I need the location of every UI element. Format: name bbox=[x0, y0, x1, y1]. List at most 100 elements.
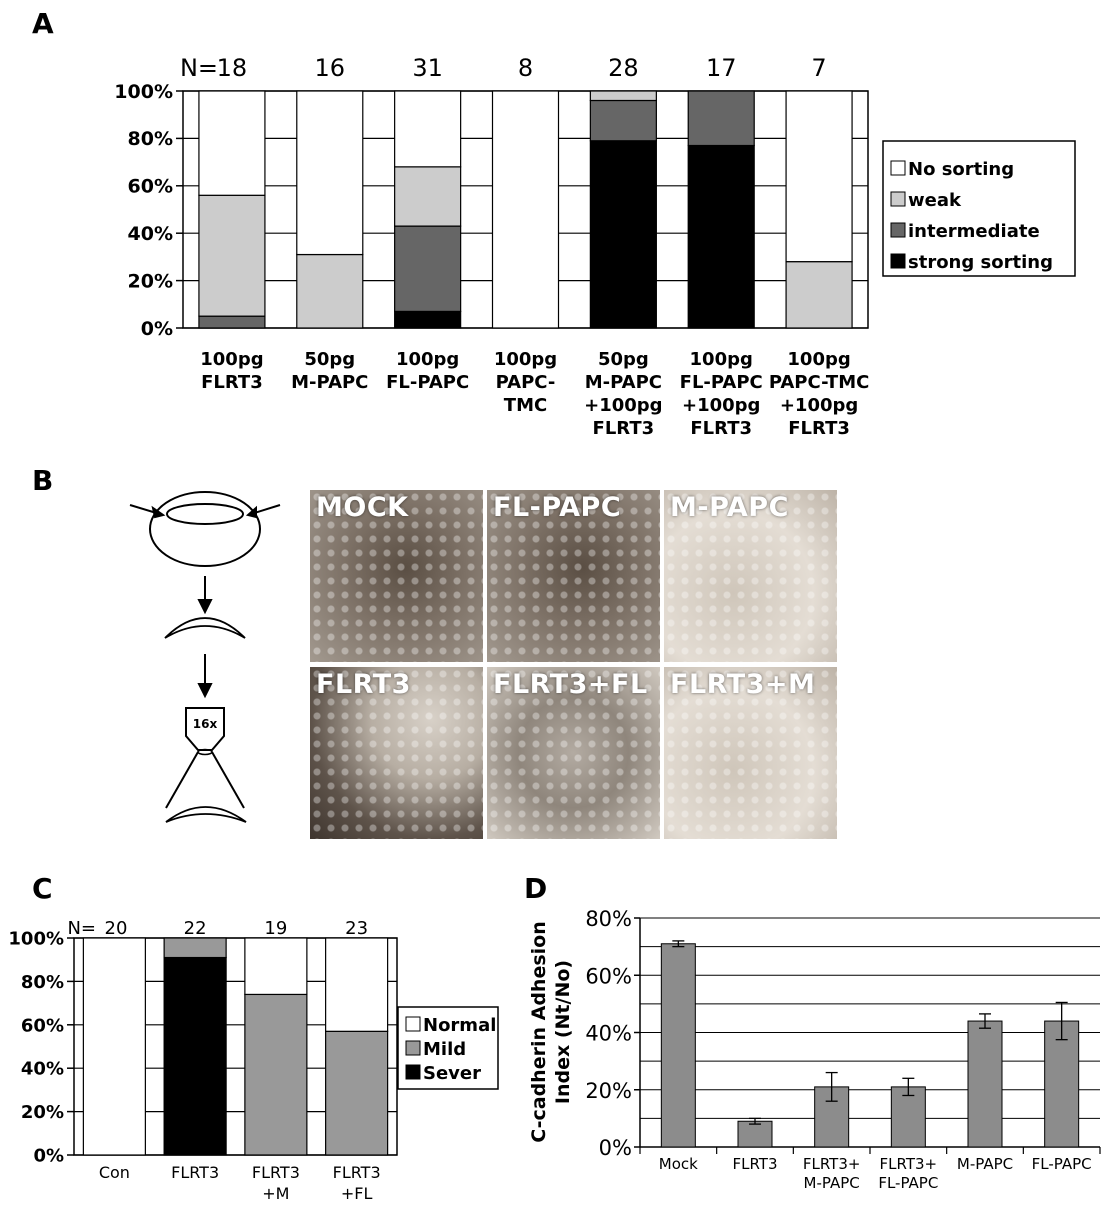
bar-segment-strong-sorting bbox=[687, 144, 755, 329]
y-tick-label: 40% bbox=[128, 223, 173, 245]
x-category-label: FLRT3+ bbox=[880, 1155, 938, 1173]
bar-segment-intermediate bbox=[687, 90, 755, 147]
bar-segment-weak bbox=[296, 253, 364, 329]
x-category-label: FLRT3 bbox=[252, 1163, 300, 1182]
bar-segment-no-sorting bbox=[198, 90, 266, 196]
x-category-label: +100pg bbox=[584, 395, 662, 416]
x-category-label: TMC bbox=[504, 395, 547, 416]
micrograph-label: FLRT3 bbox=[316, 669, 411, 700]
bar bbox=[967, 1020, 1003, 1148]
y-axis-label: C-cadherin Adhesion bbox=[528, 921, 550, 1143]
y-tick-label: 60% bbox=[21, 1015, 64, 1036]
arrow-down-1-head bbox=[197, 599, 213, 615]
y-tick-label: 60% bbox=[585, 964, 632, 988]
micrograph-flrt3-plus-m: FLRT3+M bbox=[664, 667, 837, 839]
n-count-label: 20 bbox=[105, 918, 128, 939]
legend-swatch bbox=[890, 191, 906, 207]
x-category-label: 100pg bbox=[787, 349, 850, 370]
bar-segment-mild bbox=[325, 1030, 389, 1156]
bar-segment-no-sorting bbox=[296, 90, 364, 256]
objective-cone-right bbox=[211, 751, 245, 809]
y-tick-label: 0% bbox=[141, 318, 173, 340]
y-tick-label: 20% bbox=[128, 270, 173, 292]
y-tick-label: 0% bbox=[599, 1136, 632, 1160]
n-count-label: 8 bbox=[518, 54, 533, 82]
x-category-label: 100pg bbox=[200, 349, 263, 370]
micrograph-flrt3: FLRT3 bbox=[310, 667, 483, 839]
x-category-label: FLRT3 bbox=[732, 1155, 777, 1173]
panel-letter-a: A bbox=[32, 7, 54, 40]
objective-cone-left bbox=[165, 751, 199, 809]
arrow-down-2-head bbox=[197, 683, 213, 699]
x-category-label: FL-PAPC bbox=[1032, 1155, 1092, 1173]
micrograph-label: M-PAPC bbox=[670, 492, 789, 523]
n-count-label: 18 bbox=[217, 54, 248, 82]
x-category-label: +100pg bbox=[780, 395, 858, 416]
legend-swatch bbox=[890, 160, 906, 176]
legend-entry-label: weak bbox=[908, 190, 962, 211]
legend-swatch bbox=[890, 253, 906, 269]
bar-segment-weak bbox=[785, 261, 853, 329]
bar bbox=[737, 1120, 773, 1148]
arrow-right-head bbox=[245, 505, 257, 519]
legend-entry-label: strong sorting bbox=[908, 252, 1053, 273]
y-tick-label: 80% bbox=[128, 128, 173, 150]
x-category-label: +FL bbox=[341, 1184, 373, 1203]
x-category-label: 100pg bbox=[690, 349, 753, 370]
bar bbox=[890, 1086, 926, 1148]
n-count-label: 28 bbox=[608, 54, 639, 82]
micrograph-label: FLRT3+FL bbox=[493, 669, 648, 700]
blastocoel-roof-outline bbox=[166, 503, 244, 525]
n-count-label: 22 bbox=[184, 918, 207, 939]
legend-box bbox=[882, 140, 1076, 277]
legend-entry-label: intermediate bbox=[908, 221, 1040, 242]
objective-lens bbox=[185, 707, 225, 751]
bar-segment-no-sorting bbox=[491, 90, 560, 329]
y-tick-label: 100% bbox=[8, 928, 64, 949]
bar-segment-weak bbox=[394, 166, 462, 227]
bar-segment-intermediate bbox=[394, 225, 462, 313]
y-tick-label: 40% bbox=[585, 1022, 632, 1046]
y-axis-label: Index (Nt/No) bbox=[552, 960, 574, 1104]
bar-segment-sever bbox=[163, 956, 227, 1156]
micrograph-label: MOCK bbox=[316, 492, 409, 523]
x-category-label: Con bbox=[99, 1163, 130, 1182]
n-count-label: 31 bbox=[412, 54, 443, 82]
legend-entry-label: Mild bbox=[423, 1039, 466, 1060]
bar-segment-strong-sorting bbox=[394, 310, 462, 329]
y-tick-label: 20% bbox=[585, 1079, 632, 1103]
panel-letter-b: B bbox=[32, 464, 53, 497]
x-category-label: Mock bbox=[659, 1155, 698, 1173]
legend-entry-label: No sorting bbox=[908, 159, 1014, 180]
legend-entry-label: Sever bbox=[423, 1063, 481, 1084]
bar bbox=[660, 943, 696, 1148]
x-category-label: FLRT3+ bbox=[803, 1155, 861, 1173]
bar-segment-normal bbox=[244, 937, 308, 996]
bar-segment-weak bbox=[589, 90, 657, 102]
bar-segment-intermediate bbox=[198, 315, 266, 329]
n-count-label: 23 bbox=[345, 918, 368, 939]
objective-label: 16x bbox=[193, 717, 218, 731]
x-category-label: FLRT3 bbox=[171, 1163, 219, 1182]
micrograph-mock: MOCK bbox=[310, 490, 483, 662]
panel-letter-d: D bbox=[524, 872, 547, 905]
explant-arc bbox=[164, 617, 246, 639]
x-category-label: FLRT3 bbox=[333, 1163, 381, 1182]
bar-segment-mild bbox=[163, 937, 227, 959]
chart-a-sorting: 0%20%40%60%80%100%18100pgFLRT31650pgM-PA… bbox=[114, 54, 1076, 439]
y-tick-label: 20% bbox=[21, 1102, 64, 1123]
n-prefix-label: N= bbox=[180, 54, 218, 82]
legend-swatch bbox=[405, 1016, 421, 1032]
x-category-label: 100pg bbox=[494, 349, 557, 370]
n-count-label: 7 bbox=[811, 54, 826, 82]
legend-swatch bbox=[405, 1064, 421, 1080]
bar-segment-no-sorting bbox=[785, 90, 853, 263]
y-tick-label: 100% bbox=[114, 81, 173, 103]
arrow-left-head bbox=[151, 505, 166, 519]
objective-tip bbox=[197, 748, 213, 756]
explant-schematic bbox=[129, 491, 281, 823]
x-category-label: FL-PAPC bbox=[386, 372, 469, 393]
micrograph-label: FLRT3+M bbox=[670, 669, 816, 700]
bar-segment-normal bbox=[325, 937, 389, 1032]
